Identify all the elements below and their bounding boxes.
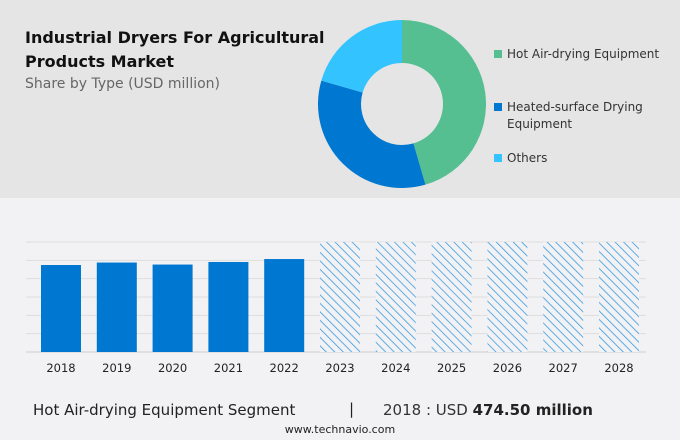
forecast-bar	[543, 242, 584, 352]
separator: |	[349, 400, 355, 418]
forecast-bar	[487, 242, 528, 352]
legend-item: Heated-surface Drying Equipment	[494, 99, 647, 133]
legend-label: Heated-surface Drying Equipment	[507, 100, 643, 131]
bar	[41, 265, 81, 352]
legend-item: Hot Air-drying Equipment	[494, 46, 677, 63]
x-tick-label: 2020	[158, 361, 187, 375]
segment-label: Hot Air-drying Equipment Segment	[33, 401, 296, 419]
legend-swatch	[494, 103, 502, 111]
forecast-bar	[375, 242, 416, 352]
legend-swatch	[494, 154, 502, 162]
source-url: www.technavio.com	[284, 423, 396, 436]
bar	[96, 262, 137, 352]
donut-chart	[318, 20, 487, 188]
x-tick-label: 2023	[325, 361, 354, 375]
x-tick-label: 2024	[381, 361, 410, 375]
bar	[208, 261, 249, 352]
donut-slice	[402, 20, 487, 185]
legend-item: Others	[494, 150, 677, 167]
bar	[152, 264, 193, 352]
donut-slice	[318, 80, 426, 188]
value-prefix: 2018 : USD	[383, 401, 473, 419]
bar-chart: 2018 2019 2020 2021 2022 2023 2024 2025 2026 2027…	[26, 241, 646, 375]
value-amount: 474.50 million	[472, 401, 593, 419]
legend-swatch	[494, 50, 502, 58]
x-tick-label: 2028	[604, 361, 633, 375]
x-tick-label: 2021	[214, 361, 243, 375]
chart-subtitle: Share by Type (USD million)	[25, 76, 221, 92]
legend-label: Hot Air-drying Equipment	[507, 47, 660, 61]
bar	[264, 259, 305, 352]
legend-label: Others	[507, 151, 548, 165]
x-tick-label: 2018	[46, 361, 75, 375]
donut-slice	[321, 20, 402, 93]
chart-title: Industrial Dryers For Agricultural Produ…	[25, 28, 325, 71]
x-tick-label: 2026	[493, 361, 522, 375]
x-tick-label: 2027	[549, 361, 578, 375]
segment-value: 2018 : USD 474.50 million	[383, 401, 593, 419]
x-tick-label: 2019	[102, 361, 131, 375]
x-tick-label: 2022	[270, 361, 299, 375]
forecast-bar	[431, 242, 472, 352]
forecast-bar	[320, 242, 360, 352]
x-tick-label: 2025	[437, 361, 466, 375]
forecast-bar	[599, 242, 639, 352]
